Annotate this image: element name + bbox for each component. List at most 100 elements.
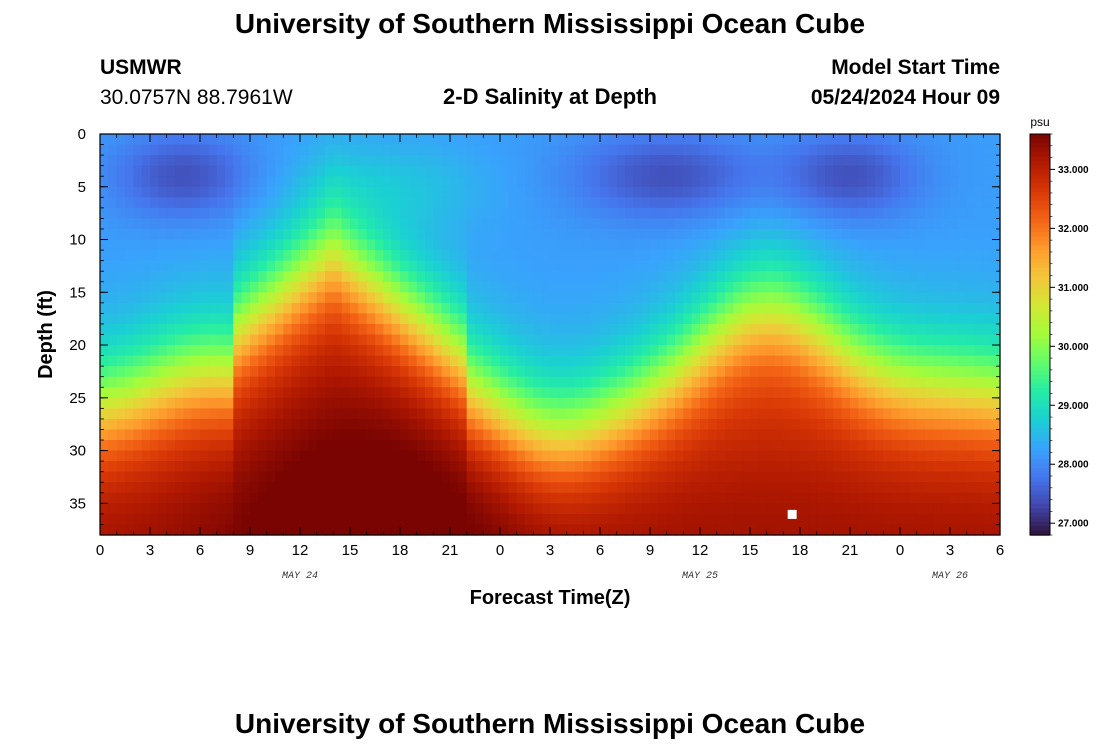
heatmap-cell	[666, 524, 676, 536]
heatmap-cell	[758, 397, 768, 409]
heatmap-cell	[133, 429, 143, 441]
heatmap-cell	[483, 471, 493, 483]
heatmap-cell	[441, 165, 451, 177]
heatmap-cell	[975, 271, 984, 283]
heatmap-cell	[658, 186, 668, 198]
heatmap-cell	[925, 450, 934, 462]
heatmap-cell	[183, 334, 193, 346]
heatmap-cell	[616, 144, 626, 156]
heatmap-cell	[216, 503, 226, 515]
heatmap-cell	[791, 250, 801, 262]
heatmap-cell	[175, 302, 184, 314]
heatmap-cell	[100, 144, 109, 156]
heatmap-cell	[441, 513, 451, 526]
heatmap-cell	[591, 471, 601, 483]
heatmap-cell	[750, 492, 759, 504]
heatmap-cell	[666, 429, 676, 441]
heatmap-cell	[316, 397, 326, 409]
heatmap-cell	[775, 271, 784, 283]
heatmap-cell	[600, 440, 609, 452]
heatmap-cell	[808, 302, 818, 314]
heatmap-cell	[408, 408, 418, 420]
heatmap-cell	[658, 197, 668, 209]
heatmap-cell	[933, 524, 943, 536]
heatmap-cell	[883, 513, 893, 526]
heatmap-cell	[675, 513, 684, 526]
heatmap-cell	[141, 482, 151, 494]
heatmap-cell	[966, 228, 976, 241]
heatmap-cell	[775, 218, 784, 230]
heatmap-cell	[583, 186, 593, 198]
heatmap-cell	[883, 186, 893, 198]
heatmap-cell	[375, 334, 384, 346]
heatmap-cell	[766, 207, 776, 220]
heatmap-cell	[400, 186, 409, 198]
heatmap-cell	[625, 292, 634, 304]
heatmap-cell	[591, 429, 601, 441]
heatmap-cell	[275, 450, 284, 462]
heatmap-cell	[508, 239, 518, 251]
heatmap-cell	[408, 144, 418, 156]
heatmap-cell	[141, 503, 151, 515]
heatmap-cell	[725, 292, 734, 304]
heatmap-cell	[508, 355, 518, 367]
heatmap-cell	[741, 134, 751, 146]
heatmap-cell	[700, 524, 709, 536]
heatmap-cell	[566, 218, 576, 230]
heatmap-cell	[691, 492, 701, 504]
heatmap-cell	[391, 281, 401, 293]
heatmap-cell	[683, 250, 693, 262]
heatmap-cell	[308, 271, 318, 283]
heatmap-cell	[758, 366, 768, 378]
heatmap-cell	[816, 281, 826, 293]
heatmap-cell	[191, 492, 201, 504]
heatmap-cell	[608, 155, 618, 167]
heatmap-cell	[283, 450, 293, 462]
heatmap-cell	[575, 524, 584, 536]
heatmap-cell	[341, 355, 351, 367]
colorbar: 27.00028.00029.00030.00031.00032.00033.0…	[1029, 115, 1089, 536]
heatmap-cell	[141, 524, 151, 536]
heatmap-cell	[366, 503, 376, 515]
heatmap-cell	[483, 186, 493, 198]
heatmap-cell	[166, 418, 176, 431]
heatmap-cell	[683, 292, 693, 304]
heatmap-cell	[275, 397, 284, 409]
heatmap-cell	[258, 524, 268, 536]
heatmap-cell	[200, 176, 209, 188]
heatmap-cell	[575, 513, 584, 526]
heatmap-cell	[208, 440, 218, 452]
heatmap-cell	[133, 471, 143, 483]
heatmap-cell	[400, 450, 409, 462]
heatmap-cell	[608, 482, 618, 494]
heatmap-cell	[716, 292, 726, 304]
heatmap-cell	[125, 165, 134, 177]
heatmap-cell	[633, 239, 643, 251]
heatmap-cell	[125, 397, 134, 409]
heatmap-cell	[608, 197, 618, 209]
heatmap-cell	[650, 197, 659, 209]
heatmap-cell	[391, 313, 401, 325]
heatmap-cell	[825, 155, 834, 167]
heatmap-cell	[425, 176, 434, 188]
colorbar-tick-label: 30.000	[1058, 342, 1089, 353]
heatmap-cell	[391, 207, 401, 220]
heatmap-cell	[650, 228, 659, 241]
y-tick-label: 25	[69, 390, 86, 407]
heatmap-cell	[766, 134, 776, 146]
heatmap-cell	[700, 513, 709, 526]
heatmap-cell	[225, 387, 234, 399]
heatmap-cell	[975, 376, 984, 388]
heatmap-cell	[466, 482, 476, 494]
heatmap-cell	[750, 366, 759, 378]
heatmap-cell	[275, 408, 284, 420]
heatmap-cell	[366, 355, 376, 367]
heatmap-cell	[591, 387, 601, 399]
heatmap-cell	[133, 418, 143, 431]
heatmap-cell	[808, 165, 818, 177]
heatmap-cell	[783, 165, 793, 177]
heatmap-cell	[650, 207, 659, 220]
heatmap-cell	[775, 334, 784, 346]
heatmap-cell	[958, 155, 968, 167]
heatmap-cell	[133, 155, 143, 167]
